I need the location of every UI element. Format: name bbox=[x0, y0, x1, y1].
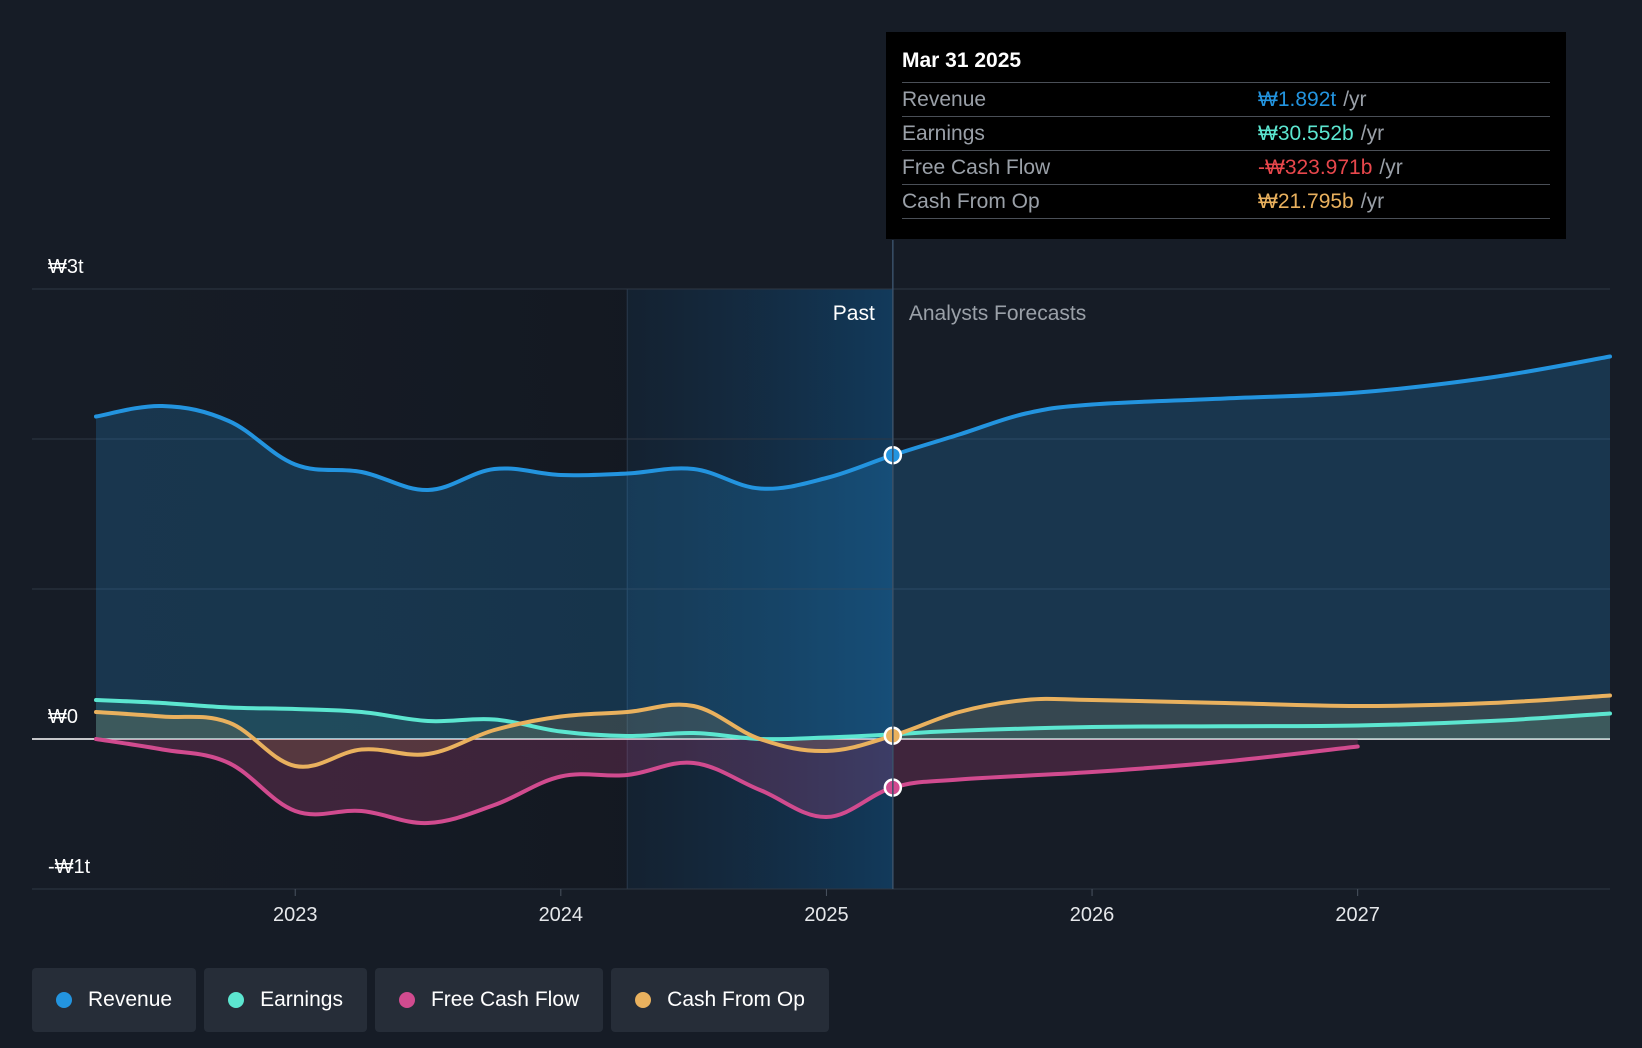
tooltip-label: Earnings bbox=[902, 121, 985, 145]
x-tick-label: 2025 bbox=[804, 904, 849, 926]
legend-item-revenue[interactable]: Revenue bbox=[32, 968, 197, 1032]
tooltip-row-cash-from-op: Cash From Op ₩21.795b /yr bbox=[902, 184, 1550, 219]
tooltip-label: Cash From Op bbox=[902, 189, 1040, 213]
y-tick-label: ₩0 bbox=[48, 706, 78, 728]
legend-dot-icon bbox=[228, 992, 245, 1008]
y-tick-label: ₩3t bbox=[48, 256, 84, 278]
tooltip-row-revenue: Revenue ₩1.892t /yr bbox=[902, 82, 1550, 116]
x-tick-label: 2026 bbox=[1070, 904, 1115, 926]
series-area-cash-from-op bbox=[96, 695, 1610, 767]
x-tick-label: 2027 bbox=[1335, 904, 1380, 926]
forecast-label: Analysts Forecasts bbox=[909, 302, 1086, 325]
tooltip-value: ₩21.795b bbox=[1258, 189, 1354, 213]
series-line-earnings bbox=[94, 698, 1612, 742]
series-area-earnings bbox=[96, 700, 1610, 740]
legend-dot-icon bbox=[56, 992, 72, 1008]
legend-dot-icon bbox=[635, 992, 652, 1008]
tooltip-label: Free Cash Flow bbox=[902, 155, 1051, 179]
tooltip: Mar 31 2025 Revenue ₩1.892t /yr Earnings… bbox=[886, 32, 1566, 239]
tooltip-row-free-cash-flow: Free Cash Flow -₩323.971b /yr bbox=[902, 150, 1550, 184]
x-tick-label: 2024 bbox=[539, 904, 584, 926]
tooltip-unit: /yr bbox=[1360, 121, 1385, 145]
series-area-free-cash-flow bbox=[96, 739, 1358, 824]
tooltip-value: ₩30.552b bbox=[1258, 121, 1354, 145]
legend-label: Earnings bbox=[260, 988, 343, 1011]
series-line-revenue bbox=[94, 354, 1612, 493]
tooltip-label: Revenue bbox=[902, 87, 987, 111]
tooltip-row-earnings: Earnings ₩30.552b /yr bbox=[902, 116, 1550, 150]
legend-item-free-cash-flow[interactable]: Free Cash Flow bbox=[374, 968, 604, 1032]
tooltip-value: ₩1.892t bbox=[1258, 87, 1337, 111]
y-tick-label: -₩1t bbox=[48, 856, 91, 878]
legend-label: Free Cash Flow bbox=[430, 988, 580, 1011]
tooltip-unit: /yr bbox=[1343, 87, 1367, 111]
legend-item-cash-from-op[interactable]: Cash From Op bbox=[611, 968, 829, 1032]
legend-dot-icon bbox=[398, 992, 415, 1008]
tooltip-value: -₩323.971b bbox=[1258, 155, 1373, 179]
series-area-revenue bbox=[96, 356, 1610, 739]
tooltip-date: Mar 31 2025 bbox=[902, 49, 1022, 72]
legend-label: Cash From Op bbox=[667, 988, 805, 1011]
series-line-free-cash-flow bbox=[94, 737, 1360, 826]
legend-item-earnings[interactable]: Earnings bbox=[204, 968, 367, 1032]
legend: Revenue Earnings Free Cash Flow Cash Fro… bbox=[32, 968, 829, 1032]
series-line-cash-from-op bbox=[94, 693, 1612, 769]
x-tick-label: 2023 bbox=[273, 904, 318, 926]
past-label: Past bbox=[833, 302, 875, 325]
tooltip-unit: /yr bbox=[1379, 155, 1403, 179]
legend-label: Revenue bbox=[88, 988, 173, 1011]
tooltip-unit: /yr bbox=[1360, 189, 1385, 213]
